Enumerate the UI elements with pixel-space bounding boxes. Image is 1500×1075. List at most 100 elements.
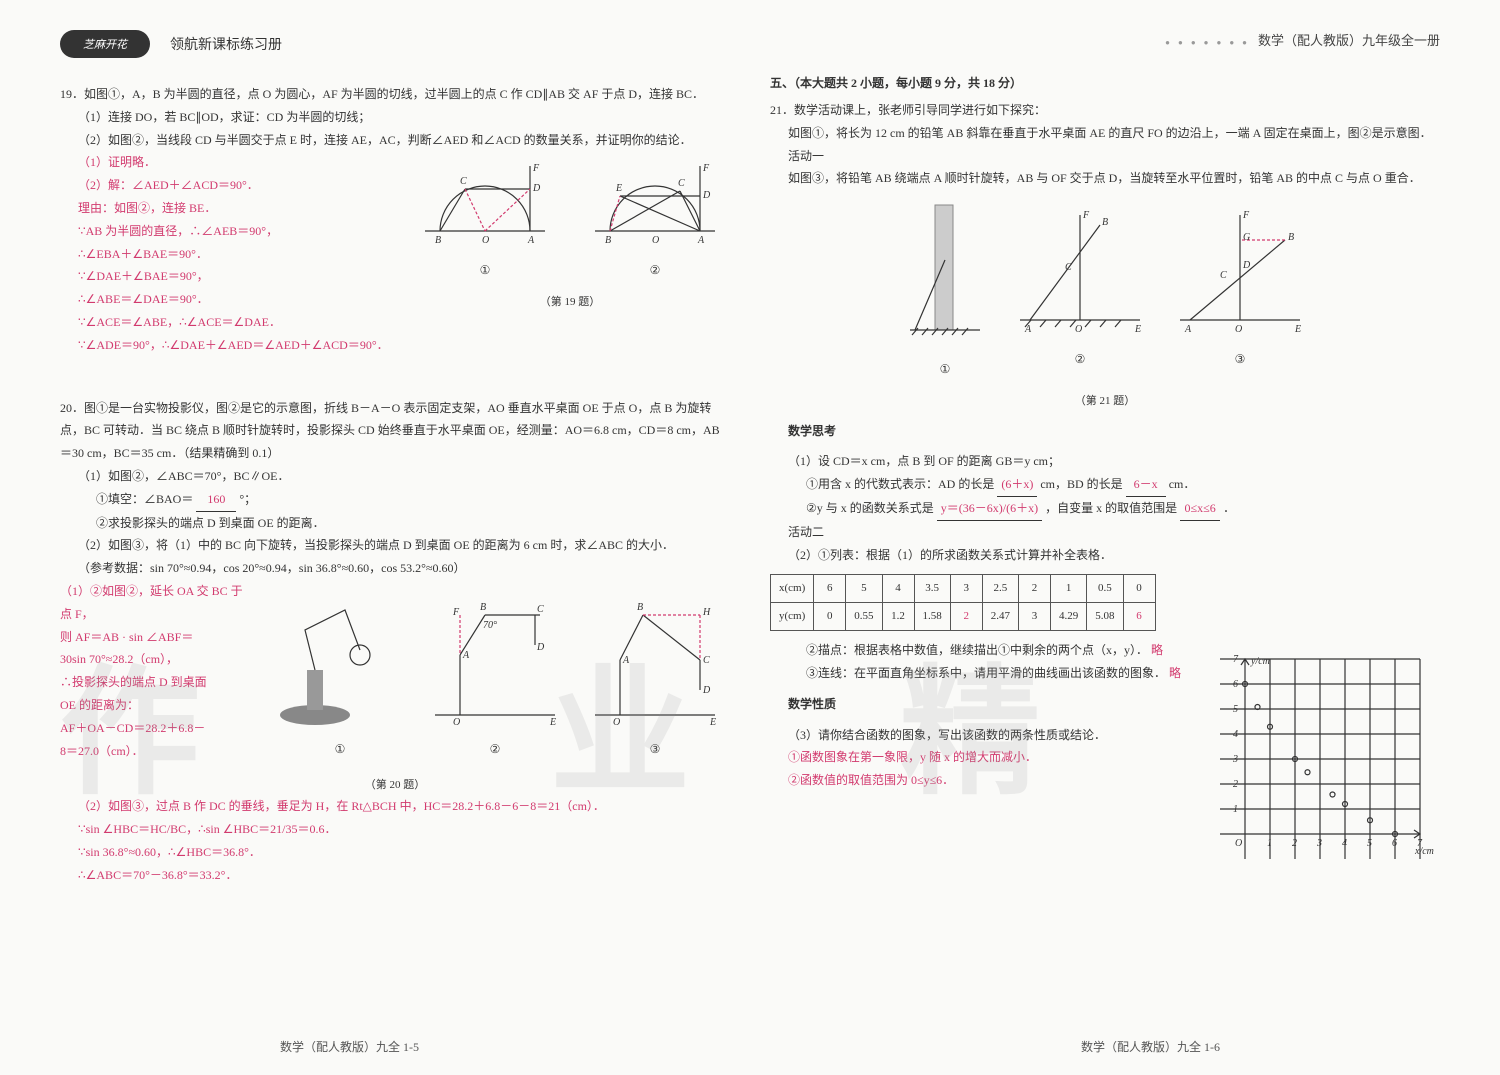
q20-fig-caption: （第 20 题） bbox=[60, 775, 730, 796]
q19-ans-line: ∴∠EBA＋∠BAE＝90°． bbox=[60, 243, 395, 266]
q20-fig3: OE AB HCD bbox=[585, 590, 725, 730]
svg-text:C: C bbox=[703, 655, 710, 666]
svg-text:E: E bbox=[1294, 324, 1301, 335]
q20-ans-line: OE 的距离为： bbox=[60, 694, 260, 717]
q20-ans-line: 则 AF＝AB · sin ∠ABF＝ bbox=[60, 626, 260, 649]
q19-ans-line: ∵AB 为半圆的直径，∴∠AEB＝90°， bbox=[60, 220, 395, 243]
q21-stem: 21．数学活动课上，张老师引导同学进行如下探究： bbox=[770, 99, 1440, 122]
svg-text:6: 6 bbox=[1392, 838, 1397, 849]
q20-ans2-line: ∵sin ∠HBC＝HC/BC，∴sin ∠HBC＝21/35＝0.6． bbox=[60, 818, 730, 841]
svg-text:D: D bbox=[702, 190, 711, 201]
q19-part1: （1）连接 DO，若 BC∥OD，求证：CD 为半圆的切线； bbox=[60, 106, 730, 129]
q21-t1-sub1-mid: cm，BD 的长是 bbox=[1040, 477, 1122, 491]
svg-text:F: F bbox=[1082, 210, 1090, 221]
q20-ans-line: 点 F， bbox=[60, 603, 260, 626]
svg-text:F: F bbox=[452, 607, 460, 618]
svg-text:C: C bbox=[1220, 270, 1227, 281]
header-right: 数学（配人教版）九年级全一册 bbox=[770, 30, 1440, 49]
svg-text:O: O bbox=[1075, 324, 1082, 335]
svg-text:B: B bbox=[435, 235, 441, 246]
svg-text:F: F bbox=[532, 163, 540, 174]
q21-t1-sub1-post: cm． bbox=[1169, 477, 1196, 491]
svg-text:1: 1 bbox=[1267, 838, 1272, 849]
svg-text:4: 4 bbox=[1233, 729, 1238, 740]
section5-title: 五、（本大题共 2 小题，每小题 9 分，共 18 分） bbox=[770, 74, 1440, 91]
q20-ans-line: （1）②如图②，延长 OA 交 BC 于 bbox=[60, 580, 260, 603]
workbook-title: 领航新课标练习册 bbox=[170, 34, 282, 54]
svg-text:5: 5 bbox=[1367, 838, 1372, 849]
svg-text:A: A bbox=[462, 650, 470, 661]
q21-act2-sub3: ③连线：在平面直角坐标系中，请用平滑的曲线画出该函数的图象． bbox=[806, 666, 1166, 680]
q21-t1-sub2-post: ． bbox=[1223, 501, 1235, 515]
q19-stem: 19．如图①，A，B 为半圆的直径，点 O 为圆心，AF 为半圆的切线，过半圆上… bbox=[60, 83, 730, 106]
svg-text:3: 3 bbox=[1316, 838, 1322, 849]
svg-text:2: 2 bbox=[1233, 779, 1238, 790]
q21-ans: 略 bbox=[1169, 666, 1181, 680]
q21-blank: y＝(36－6x)/(6＋x) bbox=[937, 497, 1042, 521]
q20-figures: ① OE AB FCD 70° bbox=[275, 590, 725, 761]
q20-ans-line: AF＋OA－CD＝28.2＋6.8－ bbox=[60, 717, 260, 740]
q21-think1-title: 数学思考 bbox=[770, 420, 1440, 443]
q21-figures: ① AOE FBC bbox=[770, 200, 1440, 381]
q20-sub1-pre: ①填空：∠BAO＝ bbox=[96, 492, 193, 506]
right-column: 数学（配人教版）九年级全一册 五、（本大题共 2 小题，每小题 9 分，共 18… bbox=[770, 30, 1440, 905]
svg-text:A: A bbox=[1024, 324, 1032, 335]
svg-text:O: O bbox=[453, 717, 460, 728]
q21-act2-body: （2）①列表：根据（1）的所求函数关系式计算并补全表格． bbox=[770, 544, 1440, 567]
svg-text:O: O bbox=[1235, 324, 1242, 335]
q21-think1-body: （1）设 CD＝x cm，点 B 到 OF 的距离 GB＝y cm； bbox=[770, 450, 1440, 473]
svg-text:D: D bbox=[536, 642, 545, 653]
svg-text:O: O bbox=[1235, 838, 1242, 849]
svg-text:y/cm: y/cm bbox=[1250, 656, 1270, 667]
svg-text:E: E bbox=[709, 717, 716, 728]
q21-act2-sub2: ②描点：根据表格中数值，继续描出①中剩余的两个点（x，y）． bbox=[806, 643, 1148, 657]
svg-text:B: B bbox=[605, 235, 611, 246]
q21-blank: (6＋x) bbox=[997, 473, 1037, 497]
q21-data-table: x(cm)6543.532.5210.50y(cm)00.551.21.5822… bbox=[770, 574, 1156, 631]
svg-text:D: D bbox=[532, 183, 541, 194]
svg-text:A: A bbox=[527, 235, 535, 246]
q20-ans-line: 30sin 70°≈28.2（cm）， bbox=[60, 648, 260, 671]
svg-text:O: O bbox=[482, 235, 489, 246]
svg-text:A: A bbox=[622, 655, 630, 666]
q20-ans-line: ∴投影探头的端点 D 到桌面 bbox=[60, 671, 260, 694]
q21-t1-sub2-mid: ，自变量 x 的取值范围是 bbox=[1045, 501, 1177, 515]
svg-text:70°: 70° bbox=[483, 620, 497, 631]
svg-text:2: 2 bbox=[1292, 838, 1297, 849]
q20-ans-line: 8＝27.0（cm）． bbox=[60, 740, 260, 763]
q19-ans-line: （2）解：∠AED＋∠ACD＝90°． bbox=[60, 174, 395, 197]
q21-stem2: 如图①，将长为 12 cm 的铅笔 AB 斜靠在垂直于水平桌面 AE 的直尺 F… bbox=[770, 122, 1440, 145]
q21-blank: 6－x bbox=[1126, 473, 1166, 497]
q20-hint: （参考数据：sin 70°≈0.94，cos 20°≈0.94，sin 36.8… bbox=[60, 557, 730, 580]
q19-figures: BOA CDF ① bbox=[410, 161, 730, 282]
q19-ans-line: ∴∠ABE＝∠DAE＝90°． bbox=[60, 288, 395, 311]
q20-ans2-line: ∴∠ABC＝70°－36.8°＝33.2°． bbox=[60, 864, 730, 887]
q20-sub2: ②求投影探头的端点 D 到桌面 OE 的距离． bbox=[60, 512, 730, 535]
svg-text:E: E bbox=[549, 717, 556, 728]
q20-ans2-line: ∵sin 36.8°≈0.60，∴∠HBC＝36.8°． bbox=[60, 841, 730, 864]
svg-text:H: H bbox=[702, 607, 711, 618]
svg-text:C: C bbox=[537, 604, 544, 615]
q19-part2: （2）如图②，当线段 CD 与半圆交于点 E 时，连接 AE，AC，判断∠AED… bbox=[60, 129, 730, 152]
q19-ans-line: 理由：如图②，连接 BE． bbox=[60, 197, 395, 220]
svg-text:G: G bbox=[1243, 232, 1250, 243]
svg-text:6: 6 bbox=[1233, 679, 1238, 690]
problem-21: 21．数学活动课上，张老师引导同学进行如下探究： 如图①，将长为 12 cm 的… bbox=[770, 99, 1440, 879]
q21-chart: 12345671234567x/cmy/cmO bbox=[1200, 639, 1440, 879]
svg-text:C: C bbox=[678, 178, 685, 189]
header-left: 芝麻开花 领航新课标练习册 bbox=[60, 30, 730, 58]
footer-left: 数学（配人教版）九全 1-5 bbox=[280, 1038, 419, 1055]
q19-fig2: BOA ECDF bbox=[580, 161, 730, 251]
svg-text:B: B bbox=[637, 602, 643, 613]
q19-ans1: （1）证明略． bbox=[60, 151, 395, 174]
page-spread: 芝麻开花 领航新课标练习册 19．如图①，A，B 为半圆的直径，点 O 为圆心，… bbox=[0, 0, 1500, 935]
q19-ans-line: ∵∠ADE＝90°，∴∠DAE＋∠AED＝∠AED＋∠ACD＝90°． bbox=[60, 334, 395, 357]
q19-fig-caption: （第 19 题） bbox=[410, 292, 730, 313]
q19-ans-line: ∵∠DAE＋∠BAE＝90°， bbox=[60, 265, 395, 288]
q19-fig1: BOA CDF bbox=[410, 161, 560, 251]
q20-fig1 bbox=[275, 590, 405, 730]
svg-text:5: 5 bbox=[1233, 704, 1238, 715]
svg-text:4: 4 bbox=[1342, 838, 1347, 849]
svg-text:O: O bbox=[652, 235, 659, 246]
svg-text:A: A bbox=[697, 235, 705, 246]
